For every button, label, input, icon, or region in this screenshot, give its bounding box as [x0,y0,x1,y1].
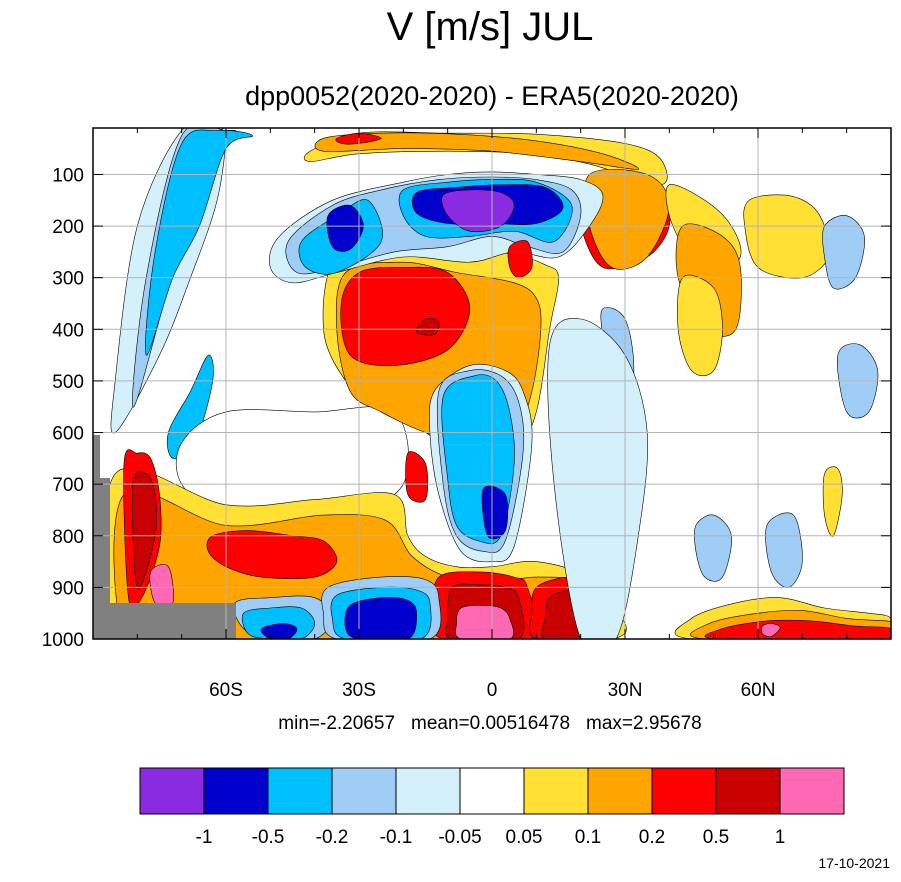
contour-region-level-3 [693,514,732,582]
y-tick-label: 600 [52,424,84,445]
contour-region-level-8 [335,132,382,145]
contour-region-level-4 [547,318,648,639]
colorbar-label: 0.05 [506,827,543,848]
colorbar-label: -0.2 [316,827,349,848]
y-tick-label: 200 [52,217,84,238]
y-tick-label: 300 [52,269,84,290]
y-tick-label: 800 [52,527,84,548]
y-tick-label: 700 [52,475,84,496]
chart-subtitle: dpp0052(2020-2020) - ERA5(2020-2020) [245,81,739,111]
colorbar-label: 0.2 [639,827,665,848]
contour-region-level-8 [507,240,533,278]
x-tick-label: 60N [741,680,776,701]
y-axis: 100 200 300 400 500 600 700 800 900 1000 [42,165,891,651]
contour-fills [103,128,891,639]
stat-mean: 0.00516478 [470,713,570,734]
x-tick-label: 30S [342,680,376,701]
x-tick-label: 0 [487,680,498,701]
colorbar-swatch [715,767,781,815]
colorbar-label: 0.1 [575,827,601,848]
y-tick-label: 100 [52,165,84,186]
x-tick-label: 30N [608,680,643,701]
y-tick-label: 400 [52,320,84,341]
chart-title: V [m/s] JUL [387,5,594,49]
colorbar-label: 1 [775,827,786,848]
colorbar-swatch [459,767,525,815]
stat-mean-label: mean= [411,713,470,734]
contour-region-level-9 [416,318,440,336]
contour-region-level-0 [441,189,515,233]
contour-region-level-8 [206,530,338,579]
colorbar-swatch [331,767,397,815]
x-axis: 60S 30S 0 30N 60N [136,128,848,701]
contour-region-level-10 [455,605,514,639]
contour-region-level-10 [761,623,781,638]
contour-region-level-3 [765,512,803,588]
plot-area: 60S 30S 0 30N 60N 100 200 300 400 500 600 700 800 90… [42,127,892,701]
colorbar-label: 0.5 [703,827,729,848]
colorbar-label: -0.5 [252,827,285,848]
colorbar-label: -1 [196,827,213,848]
contour-region-level-1 [481,485,509,540]
contour-region-level-8 [704,619,891,639]
stat-min: -2.20657 [320,713,395,734]
colorbar-swatch [779,767,845,815]
colorbar-label: -0.1 [380,827,413,848]
colorbar: -1 -0.5 -0.2 -0.1 -0.05 0.05 0.1 0.2 0.5 1 [139,767,845,848]
y-tick-label: 500 [52,372,84,393]
colorbar-swatch [395,767,461,815]
stat-max: 2.95678 [633,713,702,734]
y-tick-label: 900 [52,578,84,599]
colorbar-swatch [523,767,589,815]
colorbar-swatch [139,767,205,815]
contour-region-level-8 [340,266,471,366]
colorbar-label: -0.05 [438,827,481,848]
y-tick-label: 1000 [42,630,84,651]
stat-min-label: min= [278,713,320,734]
contour-region-level-1 [344,597,417,639]
colorbar-swatch [651,767,717,815]
contour-region-level-9 [132,470,158,589]
contour-region-level-7 [314,132,639,170]
colorbar-swatch [267,767,333,815]
contour-region-level-2 [145,129,253,356]
x-tick-label: 60S [209,680,243,701]
contour-region-level-8 [405,451,429,503]
colorbar-swatch [587,767,653,815]
contour-region-level-10 [149,564,174,608]
date-stamp: 17-10-2021 [818,855,890,871]
missing-data-mask [93,435,236,639]
colorbar-swatch [203,767,269,815]
stat-max-label: max= [586,713,633,734]
stats-line: min=-2.20657 mean=0.00516478 max=2.95678 [278,713,701,734]
